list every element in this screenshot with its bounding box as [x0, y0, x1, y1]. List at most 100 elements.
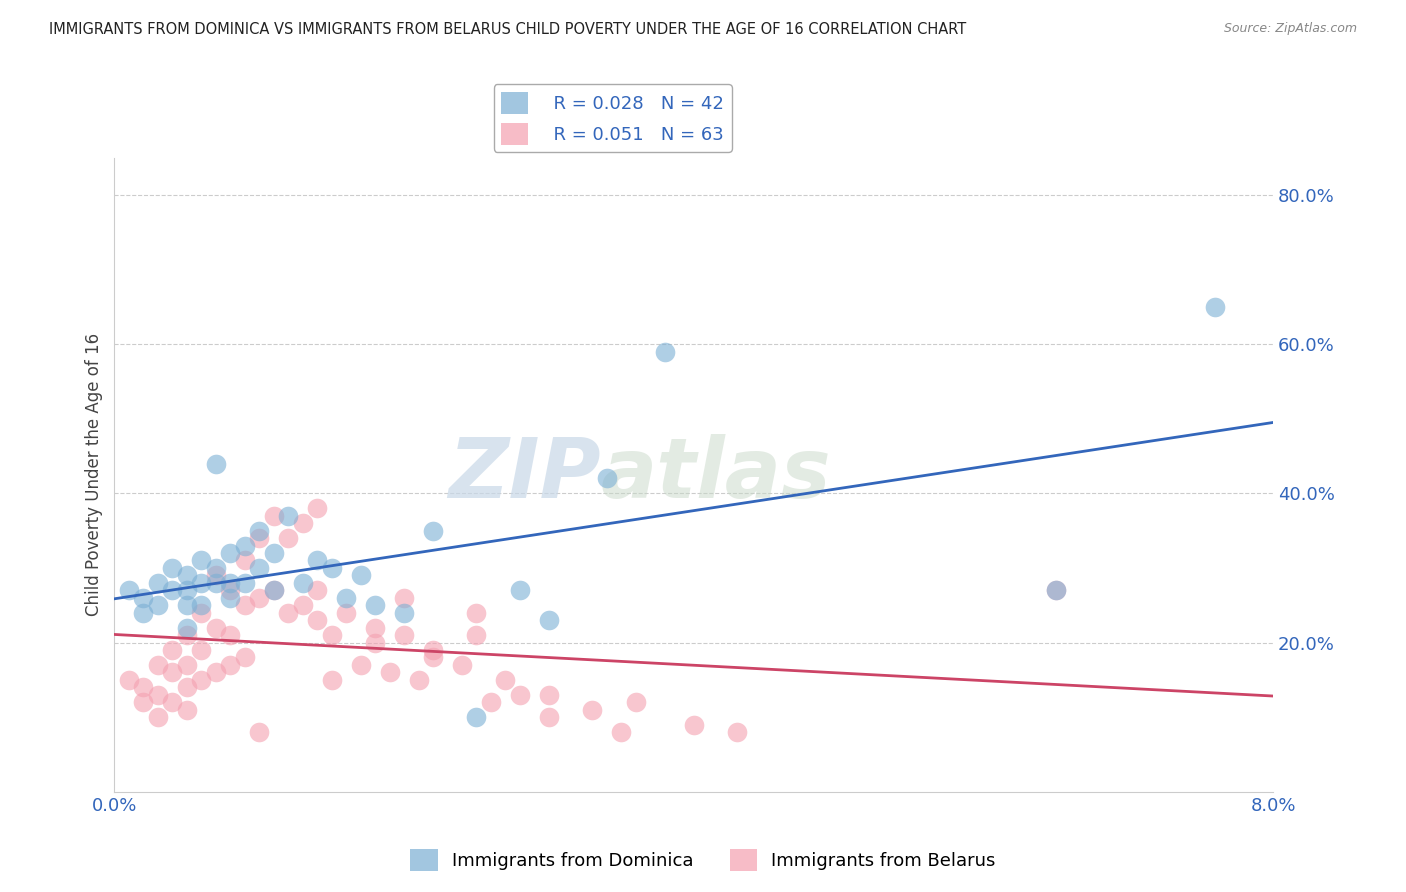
- Point: [364, 621, 387, 635]
- Point: [146, 599, 169, 613]
- Point: [307, 583, 329, 598]
- Point: [118, 673, 141, 687]
- Point: [596, 471, 619, 485]
- Point: [277, 606, 299, 620]
- Point: [176, 568, 198, 582]
- Point: [307, 553, 329, 567]
- Point: [162, 583, 184, 598]
- Point: [190, 599, 212, 613]
- Point: [465, 710, 488, 724]
- Point: [335, 606, 357, 620]
- Point: [233, 539, 256, 553]
- Point: [624, 695, 647, 709]
- Point: [451, 657, 474, 672]
- Point: [146, 575, 169, 590]
- Point: [307, 501, 329, 516]
- Point: [204, 621, 226, 635]
- Point: [247, 725, 270, 739]
- Point: [132, 680, 155, 694]
- Point: [494, 673, 516, 687]
- Point: [392, 628, 415, 642]
- Point: [132, 606, 155, 620]
- Legend:   R = 0.028   N = 42,   R = 0.051   N = 63: R = 0.028 N = 42, R = 0.051 N = 63: [494, 85, 731, 152]
- Point: [465, 606, 488, 620]
- Point: [146, 710, 169, 724]
- Point: [263, 583, 285, 598]
- Point: [263, 546, 285, 560]
- Point: [277, 508, 299, 523]
- Point: [176, 628, 198, 642]
- Point: [422, 643, 444, 657]
- Point: [509, 583, 531, 598]
- Point: [247, 524, 270, 538]
- Point: [581, 703, 603, 717]
- Point: [247, 591, 270, 605]
- Point: [1204, 300, 1226, 314]
- Point: [247, 531, 270, 545]
- Point: [247, 561, 270, 575]
- Point: [422, 524, 444, 538]
- Point: [537, 710, 560, 724]
- Point: [321, 628, 343, 642]
- Point: [219, 591, 242, 605]
- Point: [219, 575, 242, 590]
- Point: [162, 695, 184, 709]
- Point: [132, 695, 155, 709]
- Point: [233, 599, 256, 613]
- Point: [204, 561, 226, 575]
- Point: [378, 665, 401, 680]
- Point: [307, 613, 329, 627]
- Point: [610, 725, 633, 739]
- Point: [176, 657, 198, 672]
- Point: [291, 599, 314, 613]
- Point: [1045, 583, 1067, 598]
- Point: [146, 688, 169, 702]
- Point: [204, 457, 226, 471]
- Point: [654, 344, 676, 359]
- Point: [176, 680, 198, 694]
- Text: ZIP: ZIP: [449, 434, 600, 516]
- Point: [392, 606, 415, 620]
- Point: [219, 628, 242, 642]
- Point: [509, 688, 531, 702]
- Point: [204, 575, 226, 590]
- Point: [219, 583, 242, 598]
- Point: [321, 561, 343, 575]
- Point: [263, 583, 285, 598]
- Point: [263, 508, 285, 523]
- Point: [465, 628, 488, 642]
- Point: [537, 688, 560, 702]
- Point: [233, 650, 256, 665]
- Text: IMMIGRANTS FROM DOMINICA VS IMMIGRANTS FROM BELARUS CHILD POVERTY UNDER THE AGE : IMMIGRANTS FROM DOMINICA VS IMMIGRANTS F…: [49, 22, 966, 37]
- Point: [349, 568, 371, 582]
- Legend: Immigrants from Dominica, Immigrants from Belarus: Immigrants from Dominica, Immigrants fro…: [404, 842, 1002, 879]
- Point: [335, 591, 357, 605]
- Point: [162, 665, 184, 680]
- Point: [233, 553, 256, 567]
- Point: [219, 546, 242, 560]
- Point: [392, 591, 415, 605]
- Point: [1045, 583, 1067, 598]
- Point: [479, 695, 502, 709]
- Text: atlas: atlas: [600, 434, 832, 516]
- Point: [537, 613, 560, 627]
- Point: [176, 703, 198, 717]
- Point: [176, 599, 198, 613]
- Text: Source: ZipAtlas.com: Source: ZipAtlas.com: [1223, 22, 1357, 36]
- Point: [364, 635, 387, 649]
- Point: [219, 657, 242, 672]
- Point: [408, 673, 430, 687]
- Point: [682, 717, 704, 731]
- Point: [146, 657, 169, 672]
- Point: [321, 673, 343, 687]
- Point: [277, 531, 299, 545]
- Point: [118, 583, 141, 598]
- Point: [190, 575, 212, 590]
- Point: [422, 650, 444, 665]
- Point: [291, 516, 314, 531]
- Point: [132, 591, 155, 605]
- Point: [190, 606, 212, 620]
- Point: [162, 643, 184, 657]
- Point: [349, 657, 371, 672]
- Point: [364, 599, 387, 613]
